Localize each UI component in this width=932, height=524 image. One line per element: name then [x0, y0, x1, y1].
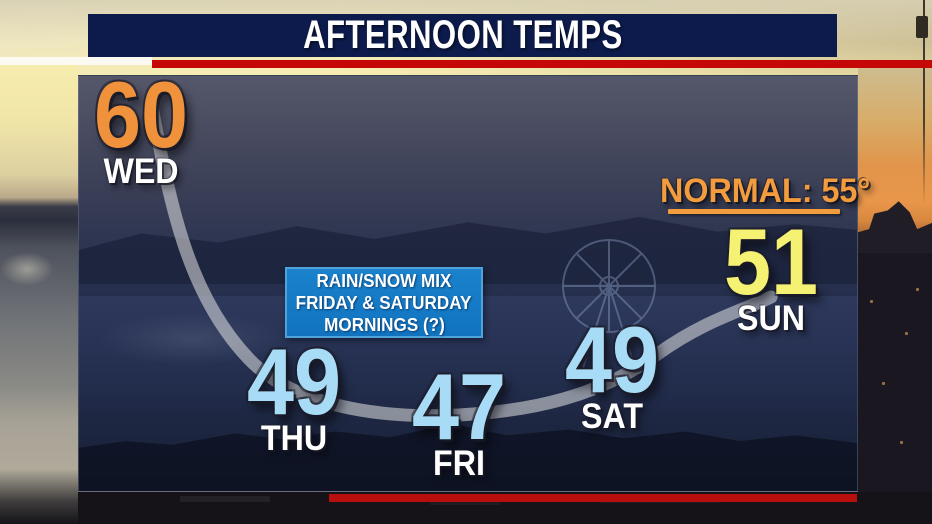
window-light-dot — [905, 332, 908, 335]
red-accent-stripe — [152, 60, 932, 68]
header-bar: AFTERNOON TEMPS — [88, 13, 837, 57]
forecast-day-wed: 60 WED — [66, 62, 216, 191]
temp-value-sat: 49 — [564, 307, 660, 412]
forecast-day-sun: 51 SUN — [696, 209, 846, 338]
forecast-day-thu: 49 THU — [219, 329, 369, 458]
temp-value-wed: 60 — [93, 62, 189, 167]
normal-temp-label: NORMAL: 55° — [660, 172, 871, 210]
building-silhouette — [858, 253, 932, 524]
bottom-red-bar — [329, 494, 857, 502]
callout-box: RAIN/SNOW MIX FRIDAY & SATURDAY MORNINGS… — [285, 267, 483, 338]
normal-underline — [668, 209, 840, 214]
window-light-dot — [870, 300, 873, 303]
forecast-day-sat: 49 SAT — [537, 307, 687, 436]
day-label-sun: SUN — [737, 299, 805, 338]
ferris-wheel-icon — [562, 239, 656, 369]
temp-value-sun: 51 — [723, 209, 819, 314]
callout-line-2: FRIDAY & SATURDAY — [296, 292, 472, 313]
rooftop-silhouette — [180, 496, 270, 502]
window-light-dot — [882, 382, 885, 385]
forecast-day-fri: 47 FRI — [384, 354, 534, 483]
rooftop-silhouette — [430, 500, 500, 505]
day-label-fri: FRI — [433, 444, 485, 483]
temperature-curve — [144, 95, 778, 423]
window-light-dot — [916, 288, 919, 291]
temp-value-fri: 47 — [411, 354, 507, 459]
day-label-wed: WED — [103, 152, 179, 191]
temp-value-thu: 49 — [246, 329, 342, 434]
day-label-thu: THU — [260, 419, 328, 458]
left-photo-strip — [0, 64, 78, 524]
window-light-dot — [900, 441, 903, 444]
water-glint — [0, 252, 54, 286]
callout-line-3: MORNINGS (?) — [323, 314, 445, 335]
day-label-sat: SAT — [580, 397, 644, 436]
callout-line-1: RAIN/SNOW MIX — [316, 270, 452, 291]
page-title: AFTERNOON TEMPS — [302, 13, 623, 57]
white-accent-stripe — [0, 57, 152, 65]
construction-crane-silhouette — [916, 16, 928, 38]
construction-crane-silhouette — [923, 0, 925, 205]
